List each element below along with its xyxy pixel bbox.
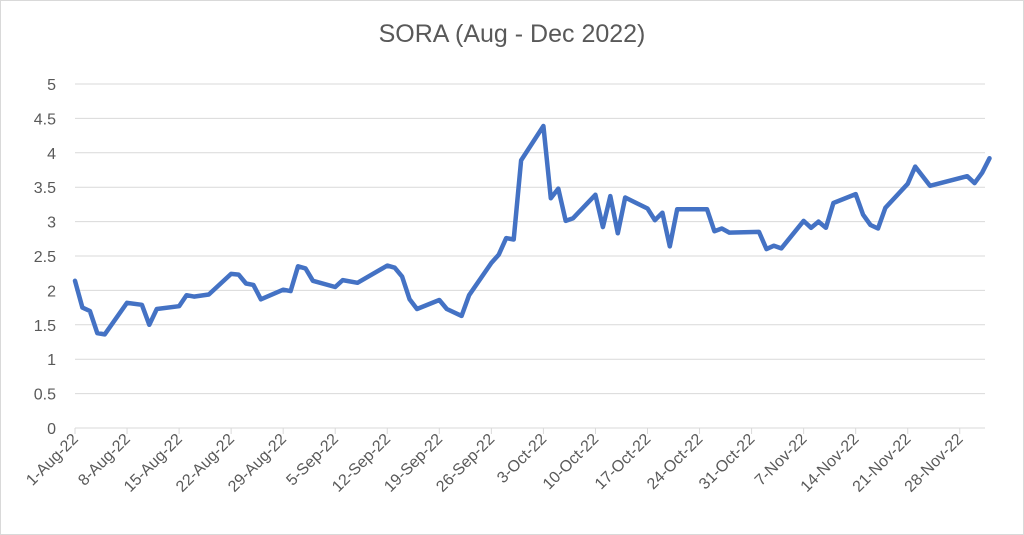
y-tick-label: 3: [47, 215, 56, 232]
y-tick-label: 3.5: [34, 180, 56, 197]
x-axis: [74, 427, 985, 434]
y-tick-label: 2: [47, 283, 56, 300]
x-tick-label: 31-Oct-22: [696, 431, 758, 493]
x-tick-label: 1-Aug-22: [23, 431, 82, 490]
y-tick-label: 1.5: [34, 318, 56, 335]
y-tick-label: 4.5: [34, 111, 56, 128]
gridlines: [75, 83, 985, 395]
y-tick-label: 0.5: [34, 387, 56, 404]
y-tick-label: 4: [47, 146, 56, 163]
x-axis-tick-labels: 1-Aug-228-Aug-2215-Aug-2222-Aug-2229-Aug…: [23, 431, 966, 496]
x-tick-label: 10-Oct-22: [540, 431, 602, 493]
y-axis-tick-labels: 0 0.5 1 1.5 2 2.5 3 3.5 4 4.5 5: [34, 77, 56, 438]
x-tick-label: 24-Oct-22: [644, 431, 706, 493]
series-layer: [72, 123, 992, 337]
y-tick-label: 1: [47, 352, 56, 369]
series-line: [72, 123, 992, 337]
x-tick-label: 17-Oct-22: [592, 431, 654, 493]
y-tick-label: 2.5: [34, 249, 56, 266]
y-tick-label: 0: [47, 421, 56, 438]
chart-title: SORA (Aug - Dec 2022): [378, 20, 646, 48]
y-tick-label: 5: [47, 77, 56, 94]
